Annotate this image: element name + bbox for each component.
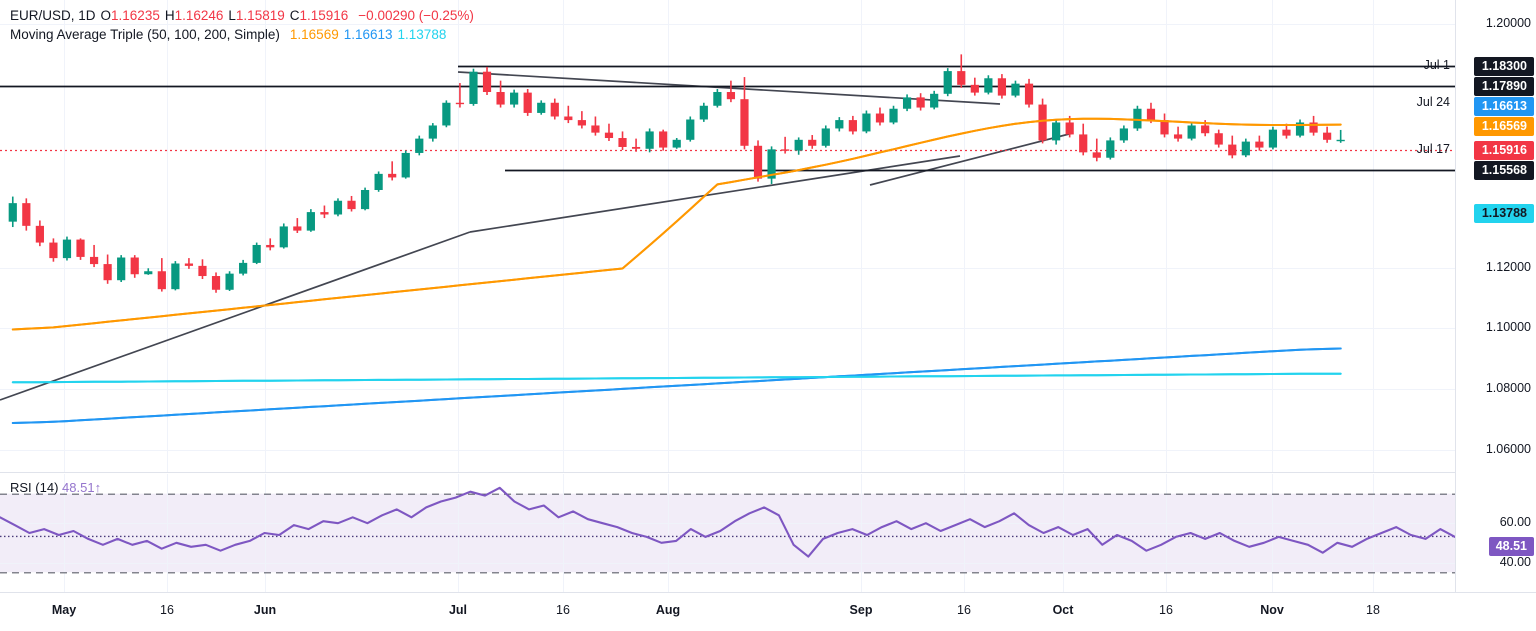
ascending-support-long bbox=[0, 231, 471, 401]
time-axis-label: 16 bbox=[160, 603, 174, 617]
time-axis[interactable]: May 16 Jun Jul 16 Aug Sep 16 Oct 16 Nov 18 bbox=[0, 592, 1536, 631]
price-axis-tick: 1.06000 bbox=[1485, 442, 1531, 456]
price-axis[interactable]: 1.20000 1.12000 1.10000 1.08000 1.06000 1.183… bbox=[1455, 0, 1536, 592]
time-axis-label: Jul bbox=[448, 603, 468, 617]
price-axis-badge[interactable]: 1.15568 bbox=[1473, 161, 1534, 180]
ma100-line bbox=[11, 347, 1342, 424]
rsi-axis-tick: 40.00 bbox=[1499, 555, 1531, 569]
time-axis-label: 18 bbox=[1366, 603, 1380, 617]
time-axis-label: Nov bbox=[1260, 603, 1284, 617]
time-axis-label: Sep bbox=[849, 603, 873, 617]
ascending-support-short bbox=[869, 132, 1074, 186]
time-axis-label: Oct bbox=[1052, 603, 1074, 617]
price-axis-badge[interactable]: 1.18300 bbox=[1473, 57, 1534, 76]
price-axis-tick: 1.12000 bbox=[1485, 260, 1531, 274]
candlestick-series bbox=[8, 54, 1345, 293]
time-axis-label: 16 bbox=[556, 603, 570, 617]
price-axis-tick: 1.10000 bbox=[1485, 320, 1531, 334]
rsi-chart-pane[interactable] bbox=[0, 474, 1455, 592]
rsi-band bbox=[0, 493, 1455, 573]
price-axis-badge[interactable]: 1.16613 bbox=[1473, 97, 1534, 116]
rsi-axis-badge[interactable]: 48.51 bbox=[1488, 537, 1534, 556]
price-axis-badge[interactable]: 1.17890 bbox=[1473, 77, 1534, 96]
ascending-support-mid bbox=[469, 155, 961, 233]
trendlines bbox=[0, 71, 1074, 401]
rsi-line bbox=[0, 486, 1455, 558]
moving-average-series bbox=[11, 117, 1342, 424]
level-date-tag: Jul 17 bbox=[1416, 142, 1450, 156]
time-axis-label: Jun bbox=[253, 603, 277, 617]
price-axis-tick: 1.08000 bbox=[1485, 381, 1531, 395]
time-axis-label: Aug bbox=[655, 603, 681, 617]
rsi-chart-svg bbox=[0, 474, 1455, 592]
horizontal-levels bbox=[0, 65, 1455, 172]
time-axis-label: 16 bbox=[1159, 603, 1173, 617]
ma200-line bbox=[11, 372, 1342, 384]
rsi-axis-tick: 60.00 bbox=[1499, 515, 1531, 529]
pane-separator bbox=[0, 472, 1455, 473]
time-axis-label: May bbox=[51, 603, 77, 617]
level-date-tag: Jul 24 bbox=[1416, 95, 1450, 109]
price-axis-tick: 1.20000 bbox=[1485, 16, 1531, 30]
ma50-line bbox=[11, 117, 1342, 331]
price-axis-badge[interactable]: 1.15916 bbox=[1473, 141, 1534, 160]
price-axis-badge[interactable]: 1.13788 bbox=[1473, 204, 1534, 223]
price-chart-pane[interactable] bbox=[0, 0, 1455, 472]
price-chart-svg bbox=[0, 0, 1455, 472]
price-axis-badge[interactable]: 1.16569 bbox=[1473, 117, 1534, 136]
level-date-tag: Jul 1 bbox=[1423, 58, 1450, 72]
time-axis-label: 16 bbox=[957, 603, 971, 617]
